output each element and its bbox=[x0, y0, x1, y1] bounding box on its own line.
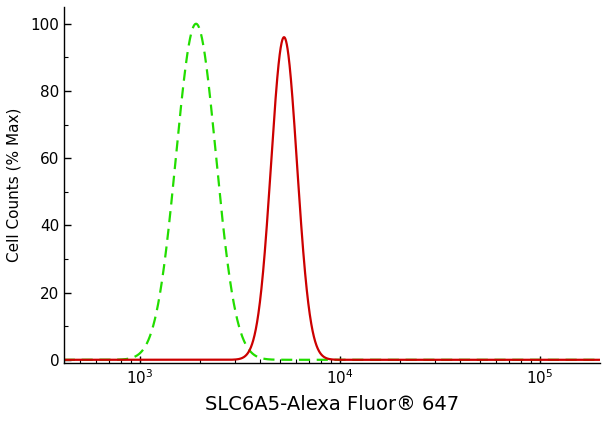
X-axis label: SLC6A5-Alexa Fluor® 647: SLC6A5-Alexa Fluor® 647 bbox=[205, 395, 459, 414]
Y-axis label: Cell Counts (% Max): Cell Counts (% Max) bbox=[7, 108, 22, 262]
